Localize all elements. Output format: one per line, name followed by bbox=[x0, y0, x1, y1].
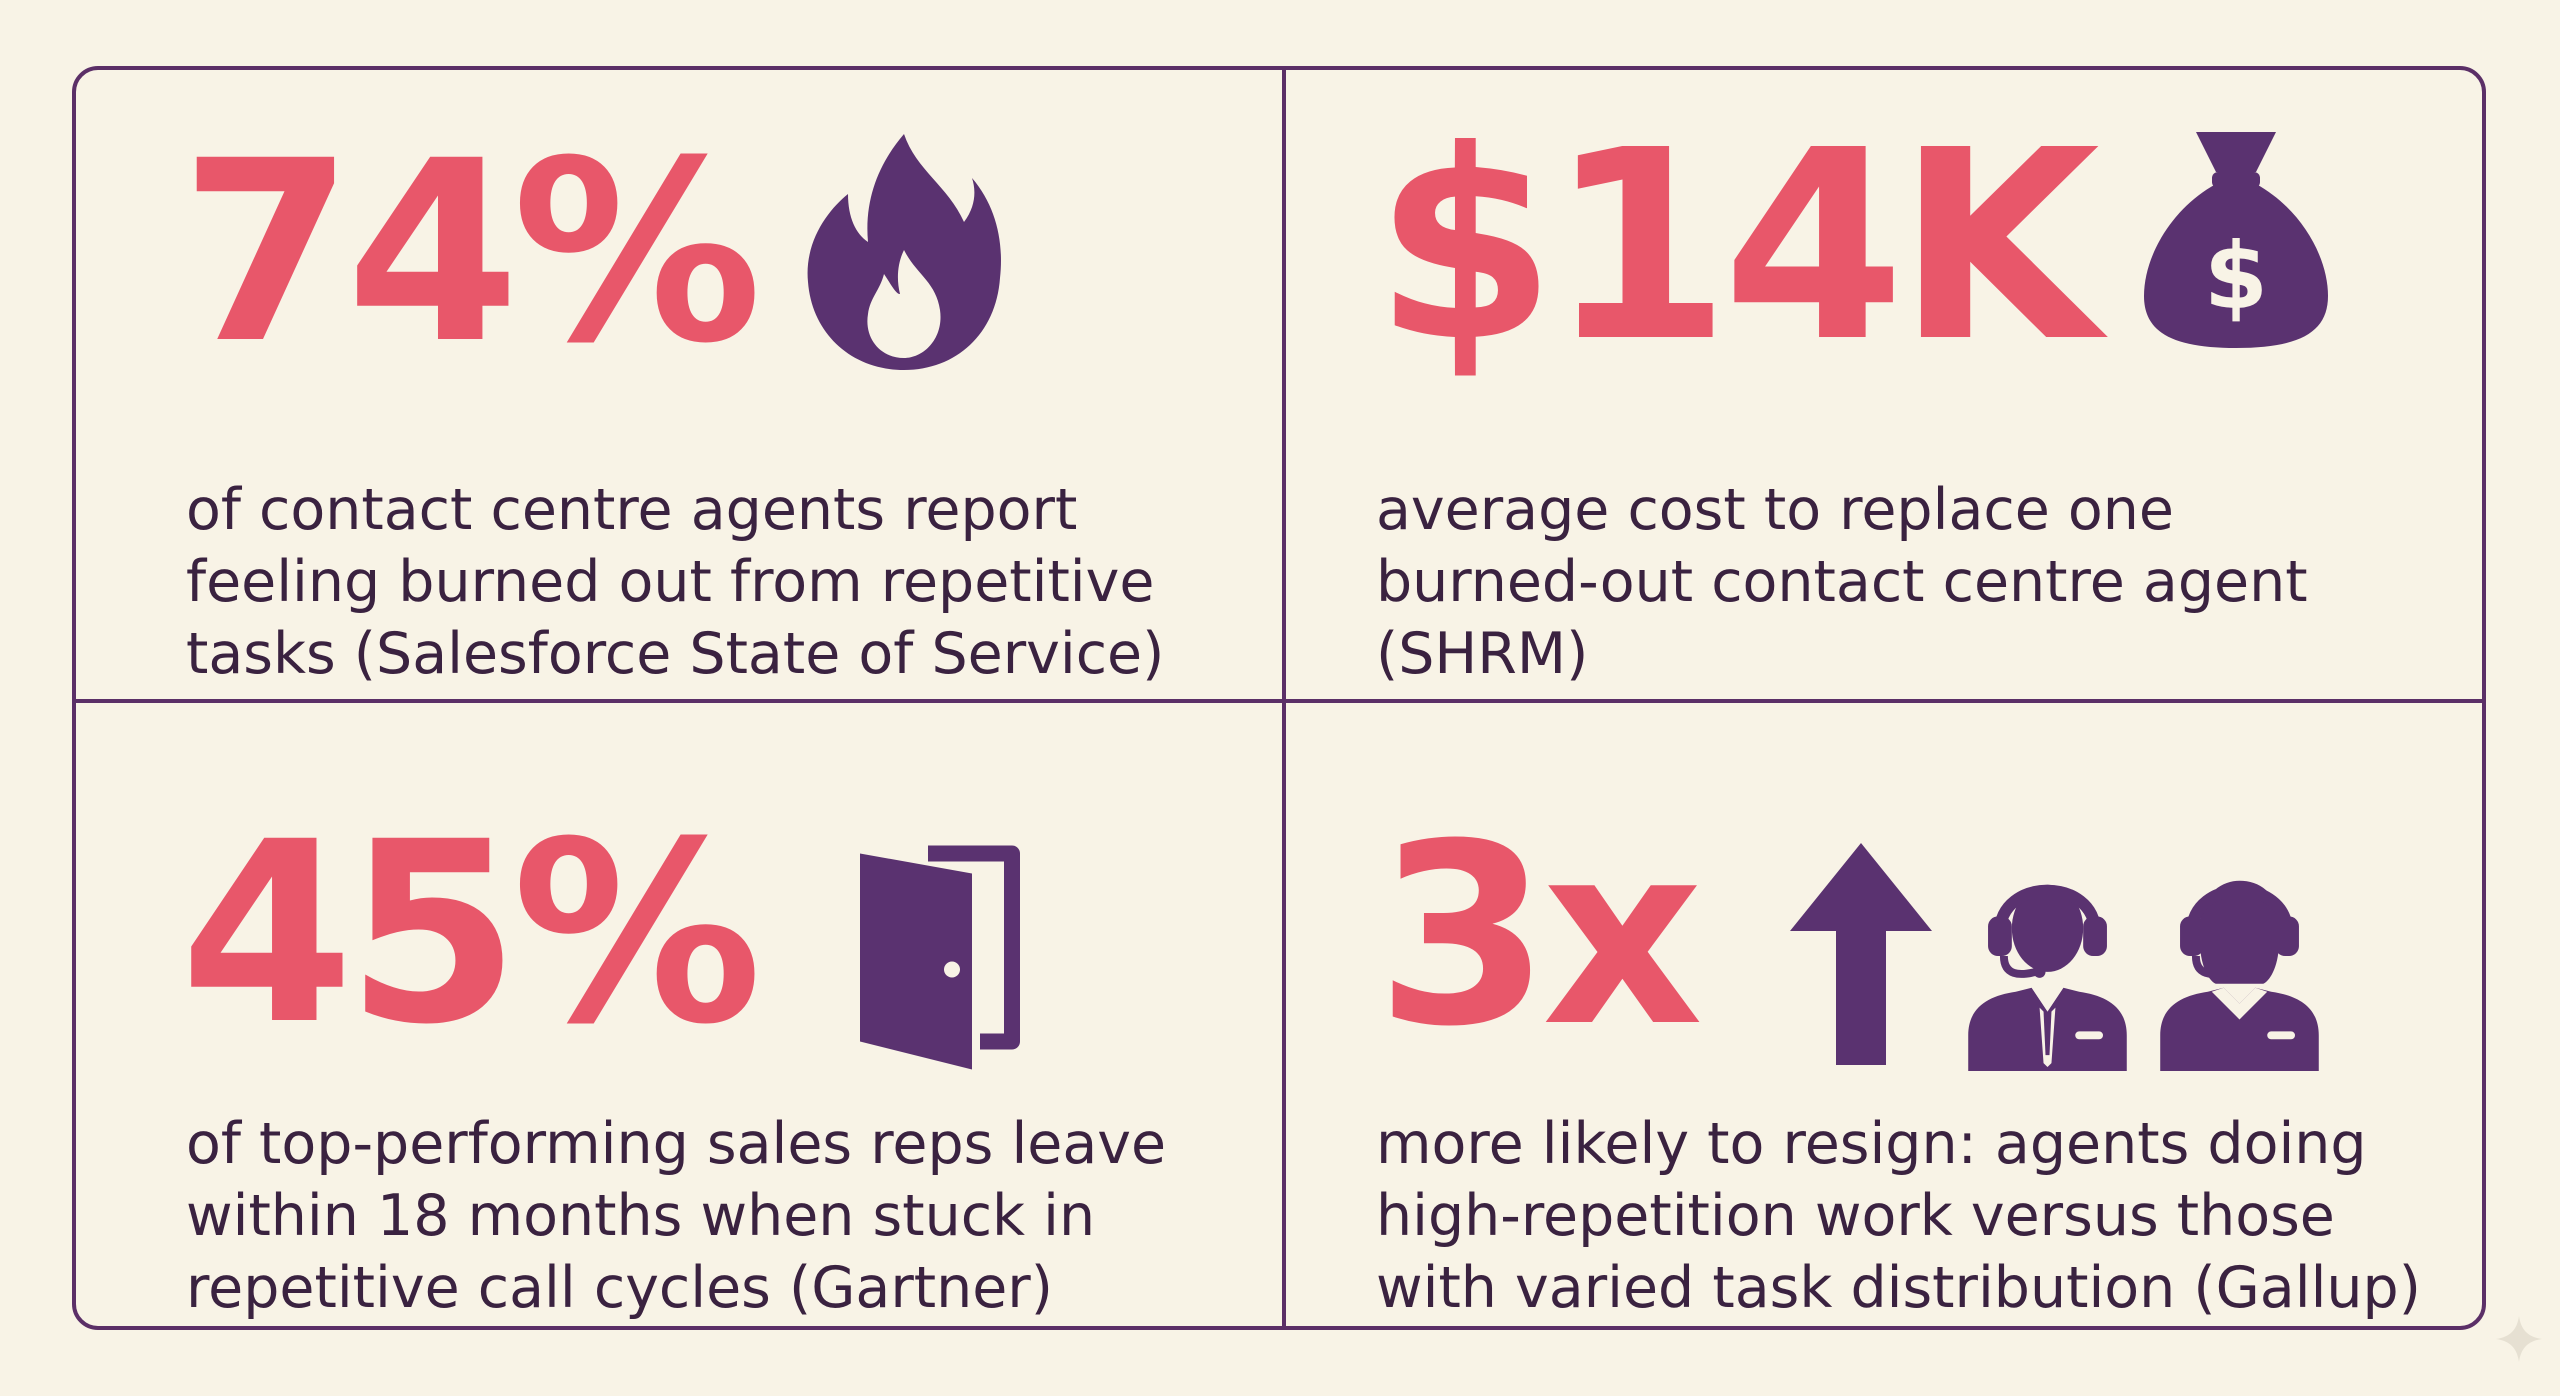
stat-card-burnout: 74% of contact centre agents report feel… bbox=[76, 70, 1276, 690]
stat-value: 45% bbox=[180, 788, 762, 1079]
stat-description: of top-performing sales reps leave withi… bbox=[186, 1108, 1246, 1324]
description-line: within 18 months when stuck in bbox=[186, 1183, 1096, 1249]
description-line: of contact centre agents report bbox=[186, 477, 1078, 543]
stat-value: 74% bbox=[180, 107, 762, 398]
open-door-icon bbox=[852, 845, 1022, 1070]
description-line: with varied task distribution (Gallup) bbox=[1376, 1255, 2421, 1321]
description-line: high-repetition work versus those bbox=[1376, 1183, 2335, 1249]
stat-card-resignation: 3x bbox=[1286, 703, 2482, 1324]
description-line: (SHRM) bbox=[1376, 621, 1589, 687]
female-agent-headset-icon bbox=[2152, 853, 2327, 1071]
description-line: burned-out contact centre agent bbox=[1376, 549, 2308, 615]
stat-description: more likely to resign: agents doing high… bbox=[1376, 1108, 2436, 1324]
male-agent-headset-icon bbox=[1960, 853, 2135, 1071]
vertical-divider bbox=[1282, 70, 1286, 1326]
up-arrow-icon bbox=[1790, 843, 1932, 1065]
sparkle-icon bbox=[2496, 1316, 2542, 1366]
description-line: tasks (Salesforce State of Service) bbox=[186, 621, 1165, 687]
stat-card-replacement-cost: $14K $ average cost to replace one burne… bbox=[1286, 70, 2482, 690]
stats-grid: 74% of contact centre agents report feel… bbox=[72, 66, 2486, 1330]
stat-description: average cost to replace one burned-out c… bbox=[1376, 474, 2436, 690]
horizontal-divider bbox=[76, 699, 2482, 703]
description-line: of top-performing sales reps leave bbox=[186, 1111, 1167, 1177]
flame-icon bbox=[804, 126, 1004, 376]
description-line: more likely to resign: agents doing bbox=[1376, 1111, 2367, 1177]
dollar-sign: $ bbox=[2204, 223, 2268, 330]
stat-value: 3x bbox=[1376, 790, 1703, 1081]
description-line: repetitive call cycles (Gartner) bbox=[186, 1255, 1053, 1321]
description-line: average cost to replace one bbox=[1376, 477, 2174, 543]
description-line: feeling burned out from repetitive bbox=[186, 549, 1155, 615]
money-bag-icon: $ bbox=[2136, 124, 2336, 354]
stat-description: of contact centre agents report feeling … bbox=[186, 474, 1246, 690]
stat-value: $14K bbox=[1374, 94, 2100, 399]
stat-card-turnover: 45% of top-performing sales reps leave w… bbox=[76, 703, 1276, 1323]
